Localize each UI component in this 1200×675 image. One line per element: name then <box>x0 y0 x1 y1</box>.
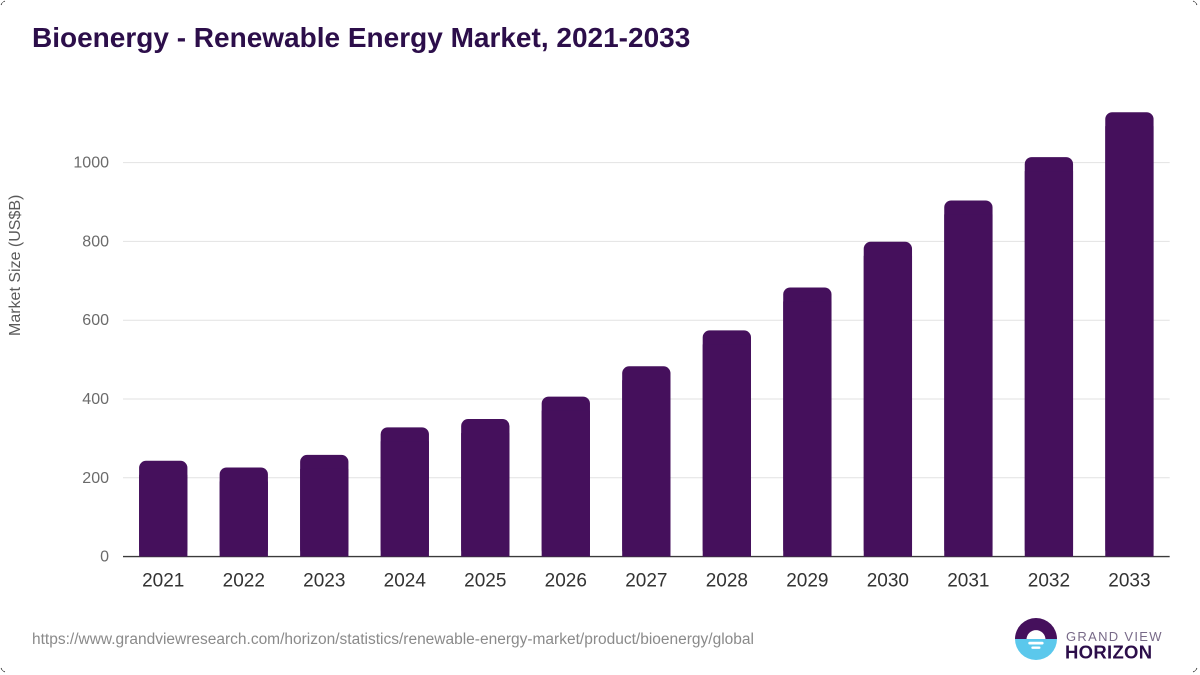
svg-text:2027: 2027 <box>625 571 667 592</box>
svg-text:2024: 2024 <box>384 571 427 592</box>
svg-text:2029: 2029 <box>786 571 828 592</box>
svg-text:1000: 1000 <box>73 155 109 172</box>
svg-text:200: 200 <box>82 470 109 487</box>
svg-text:2021: 2021 <box>142 571 184 592</box>
svg-text:800: 800 <box>82 233 109 250</box>
svg-text:2022: 2022 <box>223 571 265 592</box>
svg-text:0: 0 <box>100 549 109 566</box>
svg-text:2026: 2026 <box>545 571 587 592</box>
svg-text:2032: 2032 <box>1028 571 1070 592</box>
svg-text:2031: 2031 <box>947 571 989 592</box>
svg-text:2028: 2028 <box>706 571 748 592</box>
svg-text:600: 600 <box>82 312 109 329</box>
svg-text:2023: 2023 <box>303 571 345 592</box>
svg-text:2025: 2025 <box>464 571 506 592</box>
svg-text:2030: 2030 <box>867 571 909 592</box>
svg-text:2033: 2033 <box>1108 571 1150 592</box>
svg-text:HORIZON: HORIZON <box>1065 642 1152 663</box>
svg-text:400: 400 <box>82 391 109 408</box>
